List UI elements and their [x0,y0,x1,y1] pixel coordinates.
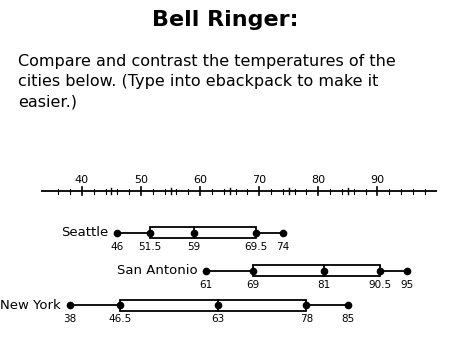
Text: 85: 85 [341,314,355,324]
Text: 69: 69 [247,280,260,290]
Text: 74: 74 [276,242,289,252]
Text: Bell Ringer:: Bell Ringer: [152,10,298,30]
Text: 50: 50 [134,175,148,185]
Text: 78: 78 [300,314,313,324]
Text: 61: 61 [199,280,212,290]
Text: New York: New York [0,299,61,312]
Text: Seattle: Seattle [61,226,108,239]
Text: 38: 38 [63,314,76,324]
Text: 81: 81 [318,280,331,290]
Text: 80: 80 [311,175,325,185]
Text: 95: 95 [400,280,414,290]
Text: 46.5: 46.5 [108,314,132,324]
Text: 46: 46 [111,242,124,252]
Text: 63: 63 [211,314,225,324]
Bar [253,265,380,276]
Text: 60: 60 [193,175,207,185]
Bar [120,300,306,311]
Text: 90: 90 [370,175,384,185]
Text: 40: 40 [75,175,89,185]
Text: San Antonio: San Antonio [117,264,197,277]
Text: 90.5: 90.5 [369,280,392,290]
Text: 69.5: 69.5 [245,242,268,252]
Text: 51.5: 51.5 [138,242,162,252]
Text: 59: 59 [188,242,201,252]
Text: 70: 70 [252,175,266,185]
Bar [150,227,256,238]
Text: Compare and contrast the temperatures of the
cities below. (Type into ebackpack : Compare and contrast the temperatures of… [18,54,396,110]
